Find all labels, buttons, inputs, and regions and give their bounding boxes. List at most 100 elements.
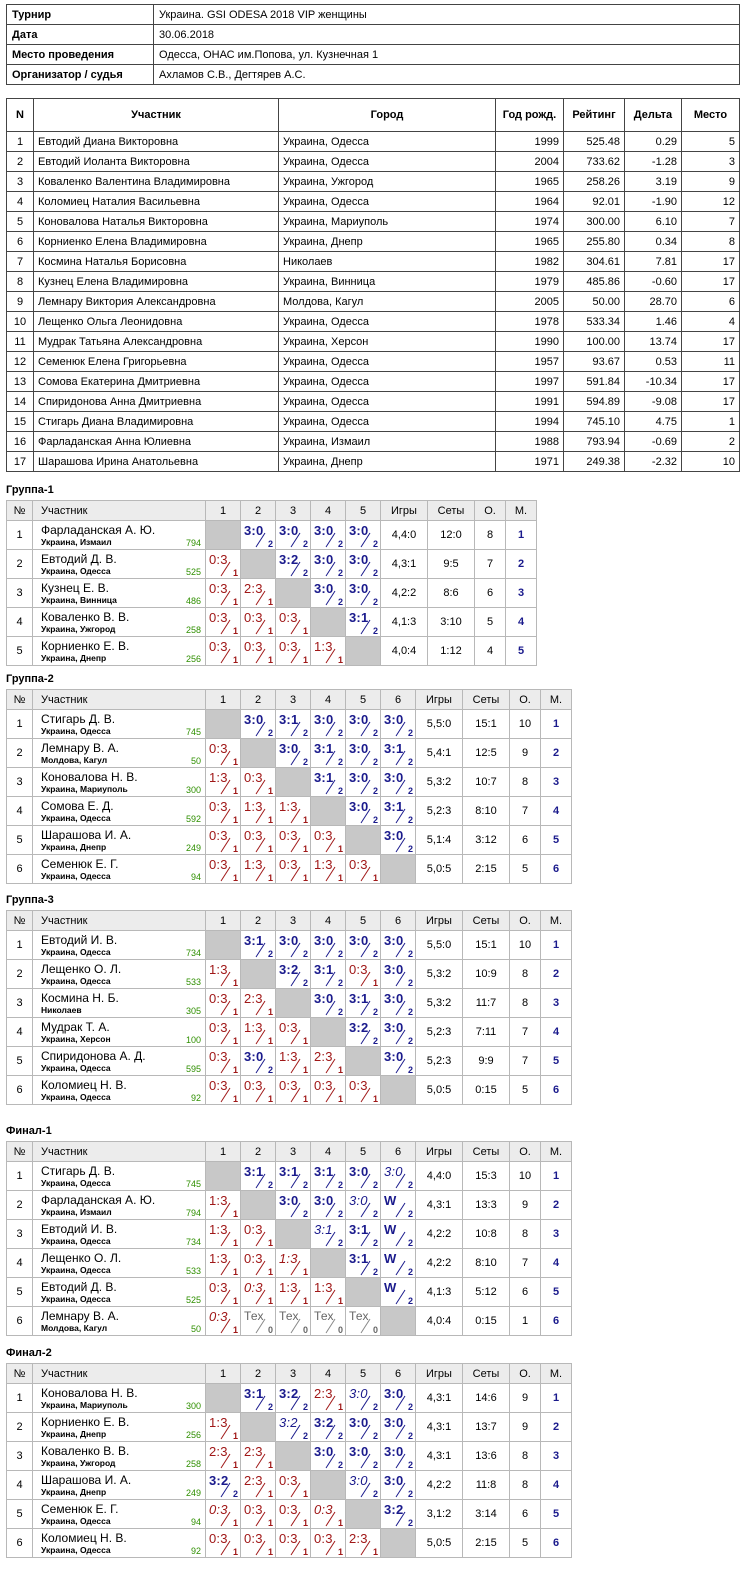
- match-score: 3:0: [384, 933, 404, 948]
- group-title: Финал-2: [6, 1347, 52, 1359]
- result-slash: [255, 1029, 266, 1045]
- match-score: 0:3: [244, 828, 263, 843]
- result-slash: [360, 590, 371, 606]
- match-result-cell: 0:3 1: [345, 854, 381, 884]
- match-score: 3:0: [349, 1164, 369, 1179]
- col-opponent: 4: [310, 1141, 346, 1162]
- result-slash: [290, 1395, 301, 1411]
- col-player: Участник: [32, 1363, 206, 1384]
- player-points: 6: [509, 1499, 541, 1529]
- match-result-cell: 1:3 1: [205, 1219, 241, 1249]
- table-row: 1 Фарладанская А. Ю. Украина, Измаил 794 3:0…: [6, 520, 537, 550]
- col-no: №: [6, 1141, 33, 1162]
- player-city: Украина, Одесса: [41, 1236, 111, 1246]
- result-slash: [220, 1540, 231, 1556]
- col-sets: Сеты: [462, 910, 510, 931]
- col-no: №: [6, 500, 33, 521]
- participant-rating: 591.84: [563, 371, 625, 392]
- result-slash: [290, 1173, 301, 1189]
- participant-name: Космина Наталья Борисовна: [33, 251, 279, 272]
- player-city: Украина, Днепр: [41, 1429, 107, 1439]
- match-result-cell: 3:0 2: [345, 796, 381, 826]
- participant-delta: -2.32: [624, 451, 682, 472]
- match-result-cell: 0:3 1: [205, 1046, 241, 1076]
- player-name: Коломиец Н. В.: [41, 1531, 127, 1545]
- match-points: 1: [267, 1547, 273, 1557]
- participant-name: Евтодий Иоланта Викторовна: [33, 151, 279, 172]
- participant-name: Мудрак Татьяна Александровна: [33, 331, 279, 352]
- result-slash: [290, 1482, 301, 1498]
- participant-place: 12: [681, 191, 740, 212]
- result-slash: [255, 779, 266, 795]
- result-slash: [395, 1511, 406, 1527]
- col-games: Игры: [415, 689, 463, 710]
- player-sets: 10:9: [462, 959, 510, 989]
- participant-place: 11: [681, 351, 740, 372]
- participant-number: 8: [6, 271, 34, 292]
- result-slash: [255, 1453, 266, 1469]
- match-points: 1: [337, 1065, 343, 1075]
- result-slash: [255, 1482, 266, 1498]
- result-slash: [395, 837, 406, 853]
- player-rating: 794: [185, 538, 201, 548]
- group-table: № Участник 1 2 3 4 5 Игры Сеты О. М. 1 Фарладанская …: [6, 500, 537, 666]
- participant-birth-year: 1971: [495, 451, 564, 472]
- match-result-cell: 3:0 2: [310, 709, 346, 739]
- player-cell: Коваленко В. В. Украина, Ужгород 258: [32, 1441, 206, 1471]
- match-result-cell: 1:3 1: [310, 1277, 346, 1307]
- match-result-cell: 0:3 1: [310, 825, 346, 855]
- player-name: Евтодий Д. В.: [41, 552, 117, 566]
- col-opponent: 3: [275, 689, 311, 710]
- player-cell: Лемнару В. А. Молдова, Кагул 50: [32, 738, 206, 768]
- result-slash: [360, 1029, 371, 1045]
- match-points: 1: [337, 873, 343, 883]
- tournament-info-table: Турнир Украина. GSI ODESA 2018 VIP женщин…: [6, 4, 740, 85]
- col-opponent: 2: [240, 1363, 276, 1384]
- match-score: 3:0: [244, 523, 264, 538]
- player-sets: 8:6: [427, 578, 475, 608]
- player-cell: Евтодий Д. В. Украина, Одесса 525: [32, 1277, 206, 1307]
- match-points: 2: [337, 1209, 343, 1219]
- player-games: 4,3:1: [415, 1441, 463, 1471]
- match-points: 1: [232, 568, 238, 578]
- result-slash: [290, 1058, 301, 1074]
- result-slash: [290, 1087, 301, 1103]
- player-name: Коваленко В. В.: [41, 1444, 130, 1458]
- match-points: 0: [302, 1325, 308, 1335]
- player-games: 4,3:1: [415, 1190, 463, 1220]
- player-points: 8: [509, 1470, 541, 1500]
- result-slash: [255, 1058, 266, 1074]
- match-score: 3:2: [314, 1415, 334, 1430]
- match-points: 1: [267, 597, 273, 607]
- result-slash: [220, 866, 231, 882]
- table-row: 2 Лещенко О. Л. Украина, Одесса 533 1:3 1 3:2 2…: [6, 959, 572, 989]
- participant-city: Украина, Ужгород: [278, 171, 496, 192]
- info-key: Место проведения: [6, 44, 154, 65]
- result-slash: [290, 1424, 301, 1440]
- player-cell: Коваленко В. В. Украина, Ужгород 258: [32, 607, 206, 637]
- player-games: 5,0:5: [415, 854, 463, 884]
- match-score: 3:0: [279, 933, 299, 948]
- match-score: 3:1: [349, 991, 369, 1006]
- match-result-cell: 3:0 2: [310, 578, 346, 608]
- result-slash: [255, 1540, 266, 1556]
- match-result-cell: 3:1 2: [310, 959, 346, 989]
- table-row: 3 Коваленко Валентина Владимировна Украина…: [6, 171, 740, 192]
- player-place: 4: [540, 1017, 572, 1047]
- match-score: 3:2: [279, 962, 299, 977]
- result-slash: [325, 1453, 336, 1469]
- table-row: 13 Сомова Екатерина Дмитриевна Украина, Од…: [6, 371, 740, 392]
- match-points: 1: [302, 655, 308, 665]
- player-games: 5,2:3: [415, 796, 463, 826]
- participant-birth-year: 1965: [495, 231, 564, 252]
- player-rating: 533: [185, 977, 201, 987]
- match-result-cell: 1:3 1: [310, 636, 346, 666]
- result-slash: [325, 721, 336, 737]
- player-games: 5,2:3: [415, 1046, 463, 1076]
- info-key: Организатор / судья: [6, 64, 154, 85]
- col-opponent: 3: [275, 500, 311, 521]
- participant-delta: 28.70: [624, 291, 682, 312]
- col-opponent: 4: [310, 910, 346, 931]
- match-points: 1: [337, 1547, 343, 1557]
- player-row-number: 2: [6, 549, 33, 579]
